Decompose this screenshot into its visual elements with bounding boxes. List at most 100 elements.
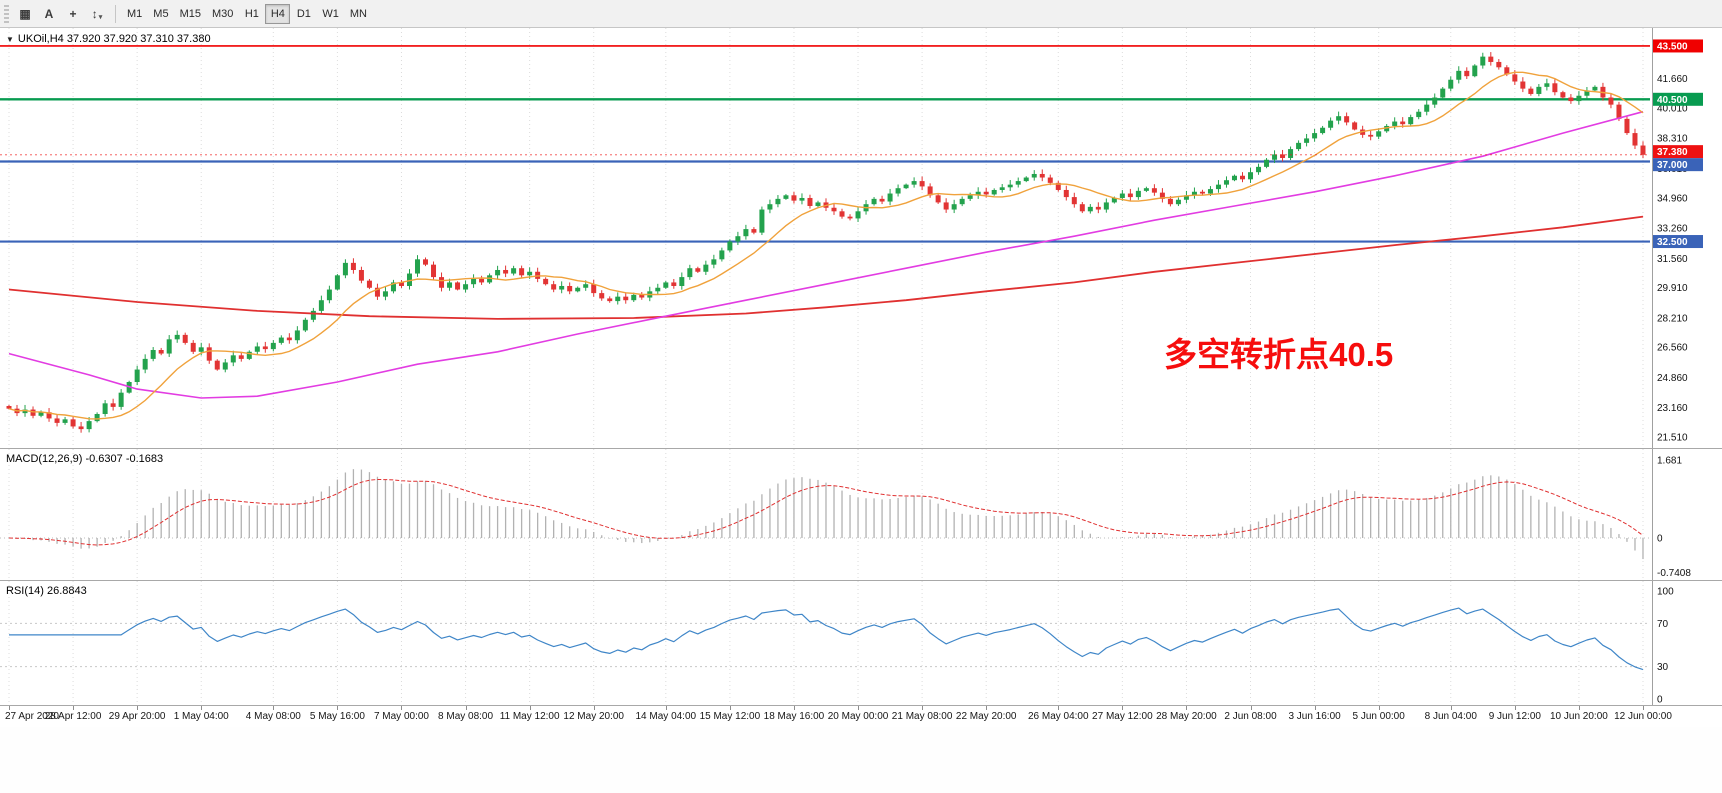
toolbar-grip[interactable] <box>4 4 9 23</box>
candle-body <box>1007 184 1013 188</box>
candle-body <box>1280 154 1286 158</box>
crosshair-icon[interactable]: + <box>69 6 77 21</box>
time-tick <box>665 706 667 710</box>
time-tick <box>337 706 339 710</box>
time-tick <box>465 706 467 710</box>
candle-body <box>479 278 485 283</box>
candle-body <box>639 294 645 298</box>
time-tick <box>1314 706 1316 710</box>
candlestick-chart[interactable]: 41.66040.01038.31036.61034.96033.26031.5… <box>0 28 1722 448</box>
main-chart-panel[interactable]: ▼ UKOil,H4 37.920 37.920 37.310 37.380 多… <box>0 28 1722 448</box>
price-tick-label: 31.560 <box>1657 254 1688 265</box>
time-axis-label: 12 May 20:00 <box>563 711 625 722</box>
time-tick <box>201 706 203 710</box>
timeframe-button-m1[interactable]: M1 <box>127 7 143 20</box>
candle-body <box>1272 154 1278 160</box>
time-axis-label: 2 Jun 08:00 <box>1224 711 1277 722</box>
time-axis-label: 29 Apr 20:00 <box>108 711 166 722</box>
candle-body <box>1103 202 1109 210</box>
timeframe-button-m30[interactable]: M30 <box>211 7 234 20</box>
price-tick-label: 34.960 <box>1657 193 1688 204</box>
macd-chart[interactable]: 1.681 0 -0.7408 <box>0 449 1722 580</box>
price-badge-32.500 <box>1653 235 1703 249</box>
time-tick <box>73 706 75 710</box>
candle-body <box>1264 159 1270 167</box>
candle-body <box>1087 206 1093 212</box>
candle-body <box>1320 127 1326 134</box>
candle-body <box>1023 177 1029 182</box>
candle-body <box>150 349 156 359</box>
candle-body <box>1215 184 1221 190</box>
candle-body <box>1223 180 1229 185</box>
candle-body <box>1536 86 1542 94</box>
candle-body <box>1207 189 1213 194</box>
candle-body <box>174 334 180 340</box>
candle-body <box>1296 142 1302 150</box>
candle-body <box>326 289 332 301</box>
timeframe-button-w1[interactable]: W1 <box>322 7 339 20</box>
candle-body <box>871 198 877 205</box>
time-tick <box>1186 706 1188 710</box>
timeframe-button-h4[interactable]: H4 <box>265 3 291 24</box>
current-price-badge <box>1653 145 1703 159</box>
text-tool-icon[interactable]: A <box>44 6 54 21</box>
time-axis-label: 9 Jun 12:00 <box>1488 711 1541 722</box>
macd-axis-label: 0 <box>1657 534 1663 545</box>
candle-body <box>567 285 573 292</box>
chart-annotation-text[interactable]: 多空转折点40.5 <box>1164 336 1394 373</box>
candle-body <box>879 198 885 202</box>
candle-body <box>94 414 100 422</box>
candle-body <box>342 262 348 276</box>
candle-body <box>1488 56 1494 62</box>
macd-label: MACD(12,26,9) -0.6307 -0.1683 <box>6 453 164 465</box>
price-tick-label: 38.310 <box>1657 134 1688 145</box>
candle-body <box>1055 182 1061 190</box>
candle-body <box>1576 95 1582 102</box>
candle-body <box>999 187 1005 190</box>
rsi-panel[interactable]: RSI(14) 26.8843 100 70 30 0 <box>0 580 1722 705</box>
candle-body <box>54 418 60 423</box>
timeframe-button-h1[interactable]: H1 <box>244 7 259 20</box>
candle-body <box>455 282 461 290</box>
candle-body <box>959 198 965 205</box>
chart-window-icon[interactable]: ▦ <box>19 6 31 21</box>
candle-body <box>134 369 140 382</box>
price-tick-label: 33.260 <box>1657 224 1688 235</box>
arrow-tools-icon[interactable]: ↕ ▾ <box>91 6 103 21</box>
candle-body <box>166 339 172 354</box>
candle-body <box>919 181 925 187</box>
macd-panel[interactable]: MACD(12,26,9) -0.6307 -0.1683 1.681 0 -0.7… <box>0 448 1722 580</box>
timeframe-button-mn[interactable]: MN <box>349 7 367 20</box>
candle-body <box>110 403 116 407</box>
timeframe-button-m5[interactable]: M5 <box>153 7 169 20</box>
candle-body <box>1592 86 1598 91</box>
candle-body <box>839 211 845 217</box>
time-axis-label: 28 Apr 12:00 <box>44 711 102 722</box>
toolbar: ▦ A + ↕ ▾ M1 M5 M15 M30 H1 H4 D1 W1 MN <box>0 0 1722 28</box>
symbol-dropdown-icon[interactable]: ▼ <box>6 34 14 44</box>
candle-body <box>911 181 917 185</box>
rsi-chart[interactable]: 100 70 30 0 <box>0 581 1722 705</box>
candle-body <box>831 207 837 212</box>
time-tick <box>986 706 988 710</box>
candle-body <box>1312 133 1318 139</box>
macd-signal-line <box>8 478 1644 546</box>
candle-body <box>1159 192 1165 199</box>
candle-body <box>1480 56 1486 66</box>
price-tick-label: 41.660 <box>1657 74 1688 85</box>
timeframe-button-d1[interactable]: D1 <box>296 7 311 20</box>
candle-body <box>6 406 12 409</box>
candle-body <box>471 278 477 285</box>
timeframe-button-m15[interactable]: M15 <box>179 7 201 20</box>
time-axis-label: 1 May 04:00 <box>173 711 229 722</box>
rsi-axis-label: 100 <box>1657 587 1674 598</box>
candle-body <box>230 355 236 363</box>
candle-body <box>1568 97 1574 102</box>
candle-body <box>1344 116 1350 123</box>
time-axis[interactable]: 27 Apr 2020 28 Apr 12:00 29 Apr 20:00 1 May… <box>0 705 1722 727</box>
price-tick-label: 40.010 <box>1657 104 1688 115</box>
candle-body <box>1248 172 1254 180</box>
time-tick <box>793 706 795 710</box>
candle-body <box>1432 97 1438 105</box>
